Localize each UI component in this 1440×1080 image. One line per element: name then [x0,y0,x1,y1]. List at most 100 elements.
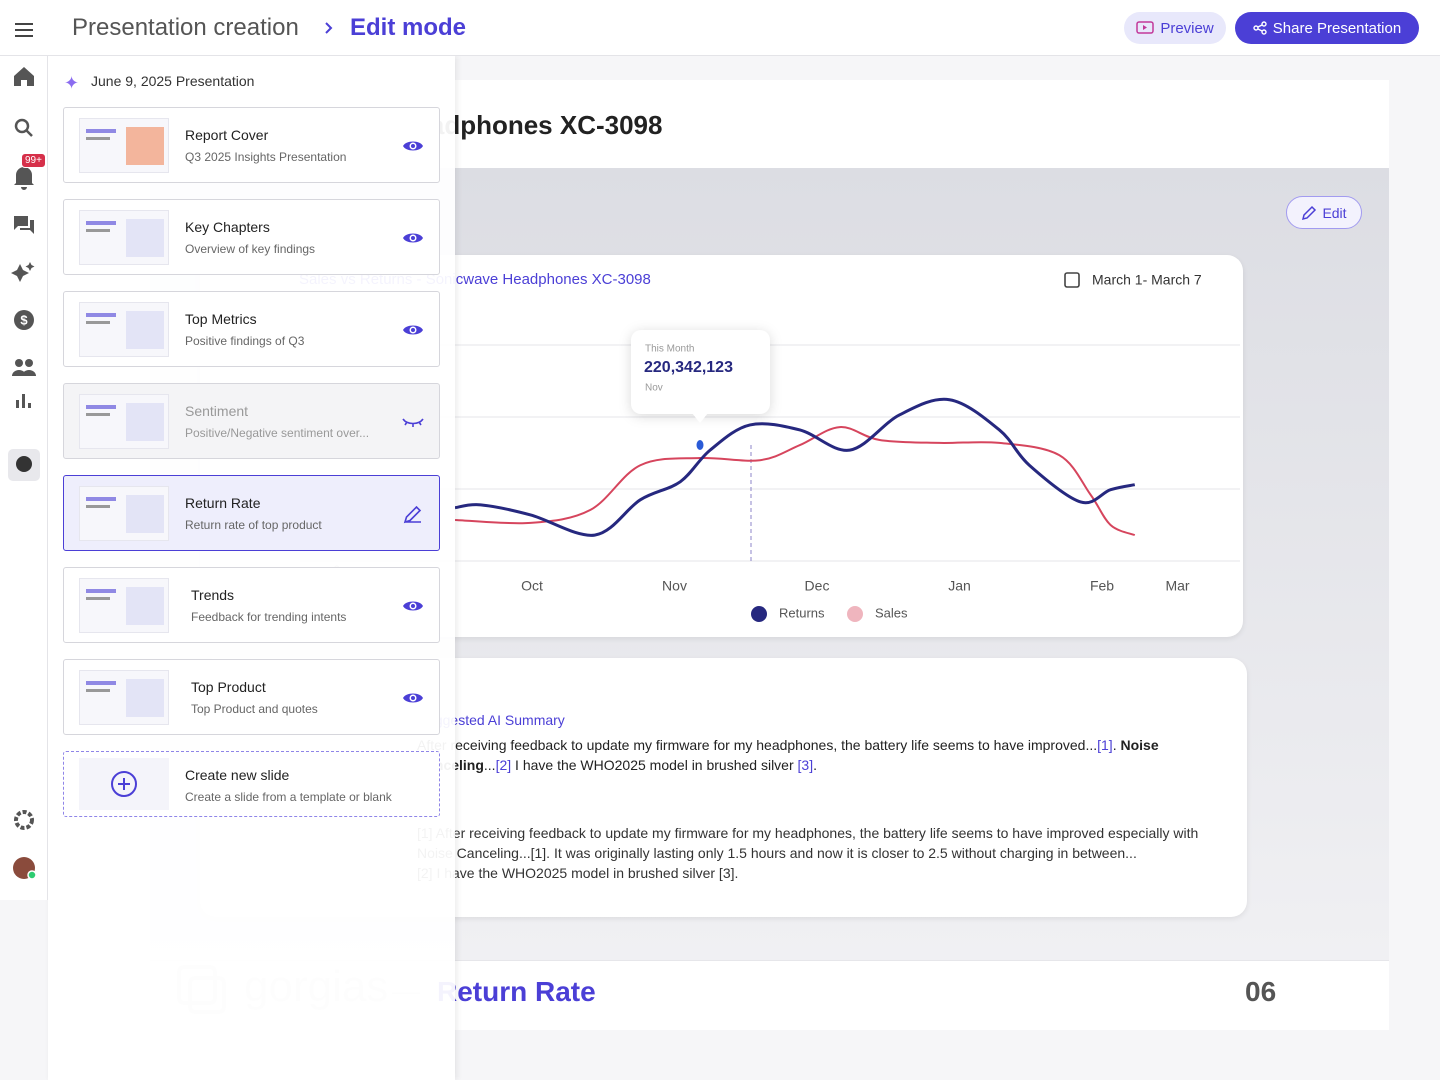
summary-plain: . [813,757,817,773]
slide-item[interactable]: Top Product Top Product and quotes [63,659,440,735]
create-slide[interactable]: Create new slide Create a slide from a t… [63,751,440,817]
slide-subtitle: Feedback for trending intents [191,610,347,624]
summary-references: [1] After receiving feedback to update m… [417,823,1217,883]
legend-swatch [751,606,767,622]
edit-button[interactable]: Edit [1286,196,1362,229]
tooltip-value: 220,342,123 [644,359,733,376]
plus-icon [111,771,137,797]
nav-icons: $ [8,67,40,880]
breadcrumb-chevron [325,22,333,34]
slide-subtitle: Q3 2025 Insights Presentation [185,150,347,164]
summary-plain: . [1112,737,1121,753]
slide-item[interactable]: Key Chapters Overview of key findings [63,199,440,275]
slide-thumbnail [79,578,169,633]
slide-title: Trends [191,587,235,603]
preview-button[interactable]: Preview [1124,12,1226,44]
x-tick-label: Feb [1090,578,1114,594]
thumb-block [126,679,164,717]
panel-title: June 9, 2025 Presentation [91,73,255,89]
summary-ref: [3] [797,757,814,773]
top-bar: Presentation creation Edit mode Preview … [0,0,1440,56]
pencil-icon [1302,205,1317,220]
eye-off-icon[interactable] [401,410,425,434]
bot-icon [16,456,32,472]
share-icon [1253,21,1267,35]
thumb-block [86,681,116,685]
thumb-block [86,689,110,692]
pencil-icon[interactable] [401,502,425,526]
slide-action [401,318,425,347]
slide-title: Top Metrics [185,311,257,327]
thumb-block [86,321,110,324]
billing-icon[interactable]: $ [14,310,34,330]
slide-item[interactable]: Return Rate Return rate of top product [63,475,440,551]
slide-item[interactable]: Sentiment Positive/Negative sentiment ove… [63,383,440,459]
eye-icon[interactable] [401,318,425,342]
slide-action [401,686,425,715]
slide-thumbnail [79,118,169,173]
slide-thumbnail [79,486,169,541]
eye-icon[interactable] [401,686,425,710]
summary-plain: I have the WHO2025 model in brushed silv… [511,757,798,773]
thumb-block [86,313,116,317]
x-tick-label: Dec [805,578,830,594]
hover-dot [694,438,706,452]
slide-thumbnail [79,394,169,449]
ai-icon[interactable] [11,262,35,282]
thumb-block [86,405,116,409]
slide-panel: ✦ June 9, 2025 Presentation Report Cover… [48,56,455,1080]
thumb-block [126,587,164,625]
x-tick-label: Oct [521,578,543,594]
sparkle-icon: ✦ [64,73,80,93]
thumb-block [86,229,110,232]
settings-icon[interactable] [14,810,34,830]
summary-ref: [2] [495,757,512,773]
slide-subtitle: Positive findings of Q3 [185,334,305,348]
thumb-block [86,597,110,600]
eye-icon[interactable] [401,134,425,158]
svg-text:$: $ [20,312,28,327]
preview-label: Preview [1160,19,1214,37]
users-icon[interactable] [12,359,36,376]
slide-title: Return Rate [185,495,261,511]
breadcrumb-parent[interactable]: Presentation creation [72,14,299,41]
search-icon[interactable] [14,118,33,137]
chat-icon[interactable] [14,216,34,234]
slide-title: Top Product [191,679,266,695]
footer-section: Return Rate [437,976,596,1007]
eye-icon[interactable] [401,594,425,618]
share-label: Share Presentation [1272,19,1402,37]
x-tick-label: Jan [948,578,971,594]
stats-icon[interactable] [16,394,31,408]
date-range: March 1- March 7 [1092,272,1202,288]
thumb-block [86,129,116,133]
slide-item[interactable]: Top Metrics Positive findings of Q3 [63,291,440,367]
summary-plain: ... [483,757,496,773]
bell-icon[interactable] [14,167,34,190]
menu-icon[interactable] [14,22,34,38]
reference: [2] I have the WHO2025 model in brushed … [417,865,739,881]
tooltip-label: This Month [645,344,694,355]
slide-action [401,410,425,439]
slide-title: Sentiment [185,403,249,419]
slide-item[interactable]: Report Cover Q3 2025 Insights Presentatio… [63,107,440,183]
thumb-block [86,221,116,225]
slide-title: Report Cover [185,127,269,143]
x-tick-label: Mar [1165,578,1189,594]
x-tick-label: Nov [662,578,687,594]
thumb-block [126,219,164,257]
home-icon[interactable] [14,67,34,86]
share-button[interactable]: Share Presentation [1235,12,1419,44]
legend-swatch [847,606,863,622]
notification-badge: 99+ [21,153,46,168]
slide-subtitle: Top Product and quotes [191,702,318,716]
slide-item[interactable]: Trends Feedback for trending intents [63,567,440,643]
slide-subtitle: Positive/Negative sentiment over... [185,426,370,440]
thumb-block [86,589,116,593]
line-series [455,426,1136,537]
slide-thumbnail [79,670,169,725]
eye-icon[interactable] [401,226,425,250]
tooltip-pointer [692,413,708,423]
edit-label: Edit [1322,204,1347,221]
slide-thumbnail [79,210,169,265]
